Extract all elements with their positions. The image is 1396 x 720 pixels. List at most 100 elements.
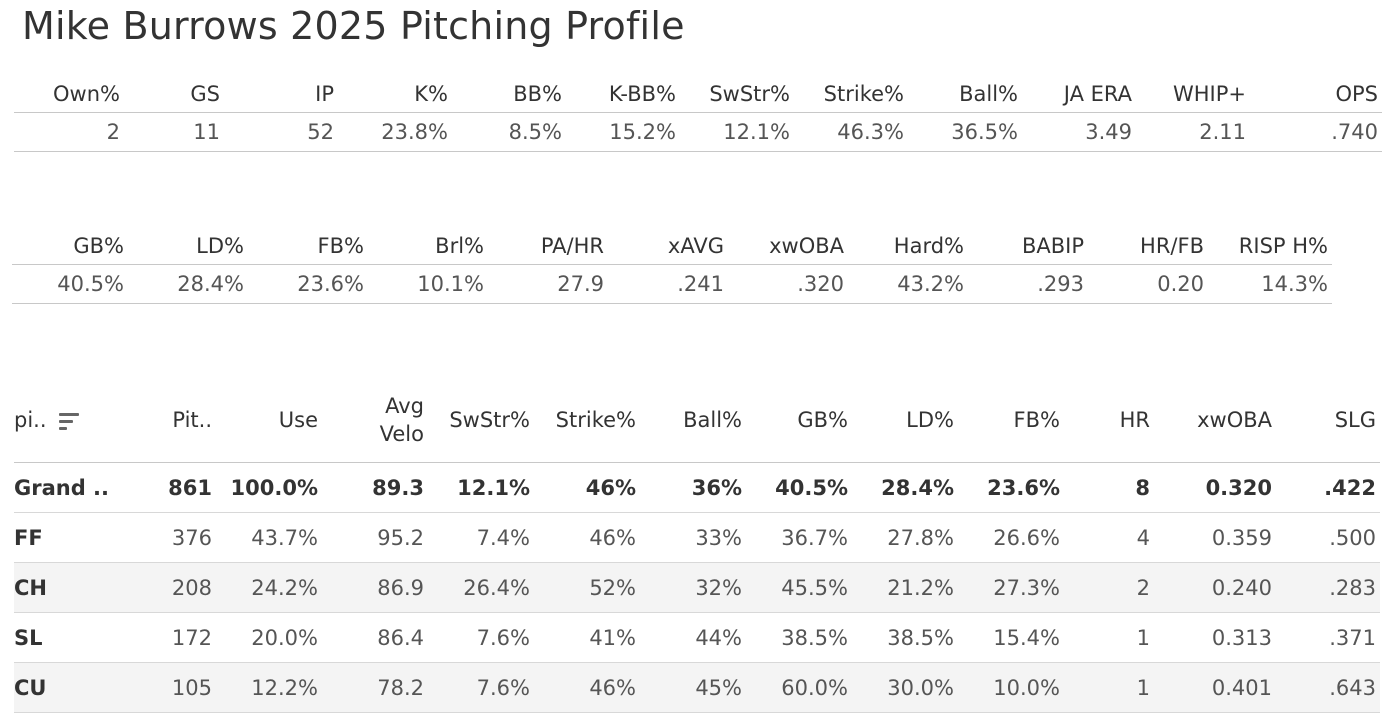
grand-total-row[interactable]: Grand .. 861 100.0% 89.3 12.1% 46% 36% 40.5% 28.… (14, 462, 1380, 513)
cell-gb-pct: 40.5% (742, 462, 848, 513)
value-xwoba: .320 (724, 264, 844, 304)
cell-xwoba: 0.313 (1150, 612, 1272, 663)
header-fb-pct[interactable]: FB% (954, 378, 1060, 463)
header-risp-h-pct[interactable]: RISP H% (1204, 228, 1332, 265)
cell-ball-pct: 44% (636, 612, 742, 663)
cell-fb-pct: 27.3% (954, 562, 1060, 613)
table-row[interactable]: FF 376 43.7% 95.2 7.4% 46% 33% 36.7% 27.8% 26.6% 4… (14, 512, 1380, 563)
header-pitches[interactable]: Pit.. (124, 378, 212, 463)
header-bb-pct[interactable]: BB% (448, 76, 562, 113)
value-whip-plus: 2.11 (1132, 112, 1246, 152)
table-row[interactable]: CU 105 12.2% 78.2 7.6% 46% 45% 60.0% 30.0% 10.0% 1… (14, 662, 1380, 713)
header-fb-pct[interactable]: FB% (244, 228, 364, 265)
header-gb-pct[interactable]: GB% (12, 228, 124, 265)
pitch-table-header-row: pi.. Pit.. Use Avg Velo SwStr% Strike% B… (14, 378, 1380, 463)
value-xavg: .241 (604, 264, 724, 304)
header-ja-era[interactable]: JA ERA (1018, 76, 1132, 113)
pitch-table-body: Grand .. 861 100.0% 89.3 12.1% 46% 36% 40.5% 28.… (14, 462, 1380, 713)
header-hr-fb[interactable]: HR/FB (1084, 228, 1204, 265)
header-hard-pct[interactable]: Hard% (844, 228, 964, 265)
header-strike-pct[interactable]: Strike% (530, 378, 636, 463)
header-hr[interactable]: HR (1060, 378, 1150, 463)
cell-gb-pct: 45.5% (742, 562, 848, 613)
header-avg-velo[interactable]: Avg Velo (318, 378, 424, 463)
cell-pitch-type: FF (14, 512, 124, 563)
header-babip[interactable]: BABIP (964, 228, 1084, 265)
cell-swstr-pct: 7.4% (424, 512, 530, 563)
cell-slg: .283 (1272, 562, 1380, 613)
value-pa-hr: 27.9 (484, 264, 604, 304)
cell-pitches: 172 (124, 612, 212, 663)
value-swstr-pct: 12.1% (676, 112, 790, 152)
value-babip: .293 (964, 264, 1084, 304)
table-row[interactable]: CH 208 24.2% 86.9 26.4% 52% 32% 45.5% 21.2% 27.3%… (14, 562, 1380, 613)
cell-avg-velo: 89.3 (318, 462, 424, 513)
header-ops[interactable]: OPS (1246, 76, 1382, 113)
header-own-pct[interactable]: Own% (14, 76, 120, 113)
header-ball-pct[interactable]: Ball% (636, 378, 742, 463)
cell-use: 20.0% (212, 612, 318, 663)
value-ops: .740 (1246, 112, 1382, 152)
cell-hr: 2 (1060, 562, 1150, 613)
table-row[interactable]: SL 172 20.0% 86.4 7.6% 41% 44% 38.5% 38.5% 15.4% 1… (14, 612, 1380, 663)
header-use[interactable]: Use (212, 378, 318, 463)
header-brl-pct[interactable]: Brl% (364, 228, 484, 265)
cell-xwoba: 0.240 (1150, 562, 1272, 613)
value-brl-pct: 10.1% (364, 264, 484, 304)
batted-ball-value-row: 40.5% 28.4% 23.6% 10.1% 27.9 .241 .320 4… (12, 264, 1332, 304)
header-swstr-pct[interactable]: SwStr% (676, 76, 790, 113)
cell-ball-pct: 36% (636, 462, 742, 513)
cell-pitches: 208 (124, 562, 212, 613)
cell-use: 100.0% (212, 462, 318, 513)
header-pa-hr[interactable]: PA/HR (484, 228, 604, 265)
cell-avg-velo: 86.9 (318, 562, 424, 613)
header-xwoba[interactable]: xwOBA (1150, 378, 1272, 463)
value-own-pct: 2 (14, 112, 120, 152)
cell-ld-pct: 21.2% (848, 562, 954, 613)
cell-slg: .422 (1272, 462, 1380, 513)
cell-slg: .643 (1272, 662, 1380, 713)
cell-avg-velo: 86.4 (318, 612, 424, 663)
header-gb-pct[interactable]: GB% (742, 378, 848, 463)
cell-swstr-pct: 7.6% (424, 662, 530, 713)
header-ip[interactable]: IP (220, 76, 334, 113)
header-xwoba[interactable]: xwOBA (724, 228, 844, 265)
summary-stats-table: Own% GS IP K% BB% K-BB% SwStr% Strike% B… (14, 76, 1382, 152)
header-swstr-pct[interactable]: SwStr% (424, 378, 530, 463)
cell-hr: 8 (1060, 462, 1150, 513)
cell-strike-pct: 46% (530, 662, 636, 713)
header-pitch-type[interactable]: pi.. (14, 378, 124, 463)
header-slg[interactable]: SLG (1272, 378, 1380, 463)
header-gs[interactable]: GS (120, 76, 220, 113)
value-risp-h-pct: 14.3% (1204, 264, 1332, 304)
header-ball-pct[interactable]: Ball% (904, 76, 1018, 113)
value-bb-pct: 8.5% (448, 112, 562, 152)
cell-strike-pct: 41% (530, 612, 636, 663)
cell-hr: 1 (1060, 612, 1150, 663)
value-k-pct: 23.8% (334, 112, 448, 152)
value-gb-pct: 40.5% (12, 264, 124, 304)
header-k-pct[interactable]: K% (334, 76, 448, 113)
cell-hr: 1 (1060, 662, 1150, 713)
cell-avg-velo: 78.2 (318, 662, 424, 713)
cell-ld-pct: 38.5% (848, 612, 954, 663)
sort-descending-icon[interactable] (58, 411, 81, 431)
header-strike-pct[interactable]: Strike% (790, 76, 904, 113)
cell-hr: 4 (1060, 512, 1150, 563)
header-whip-plus[interactable]: WHIP+ (1132, 76, 1246, 113)
cell-ld-pct: 28.4% (848, 462, 954, 513)
page-title: Mike Burrows 2025 Pitching Profile (22, 4, 685, 48)
cell-pitches: 376 (124, 512, 212, 563)
cell-xwoba: 0.401 (1150, 662, 1272, 713)
header-ld-pct[interactable]: LD% (124, 228, 244, 265)
cell-slg: .371 (1272, 612, 1380, 663)
batted-ball-header-row: GB% LD% FB% Brl% PA/HR xAVG xwOBA Hard% … (12, 228, 1332, 265)
header-k-bb-pct[interactable]: K-BB% (562, 76, 676, 113)
cell-swstr-pct: 12.1% (424, 462, 530, 513)
cell-ld-pct: 27.8% (848, 512, 954, 563)
header-ld-pct[interactable]: LD% (848, 378, 954, 463)
value-ld-pct: 28.4% (124, 264, 244, 304)
cell-strike-pct: 46% (530, 462, 636, 513)
cell-pitches: 105 (124, 662, 212, 713)
header-xavg[interactable]: xAVG (604, 228, 724, 265)
